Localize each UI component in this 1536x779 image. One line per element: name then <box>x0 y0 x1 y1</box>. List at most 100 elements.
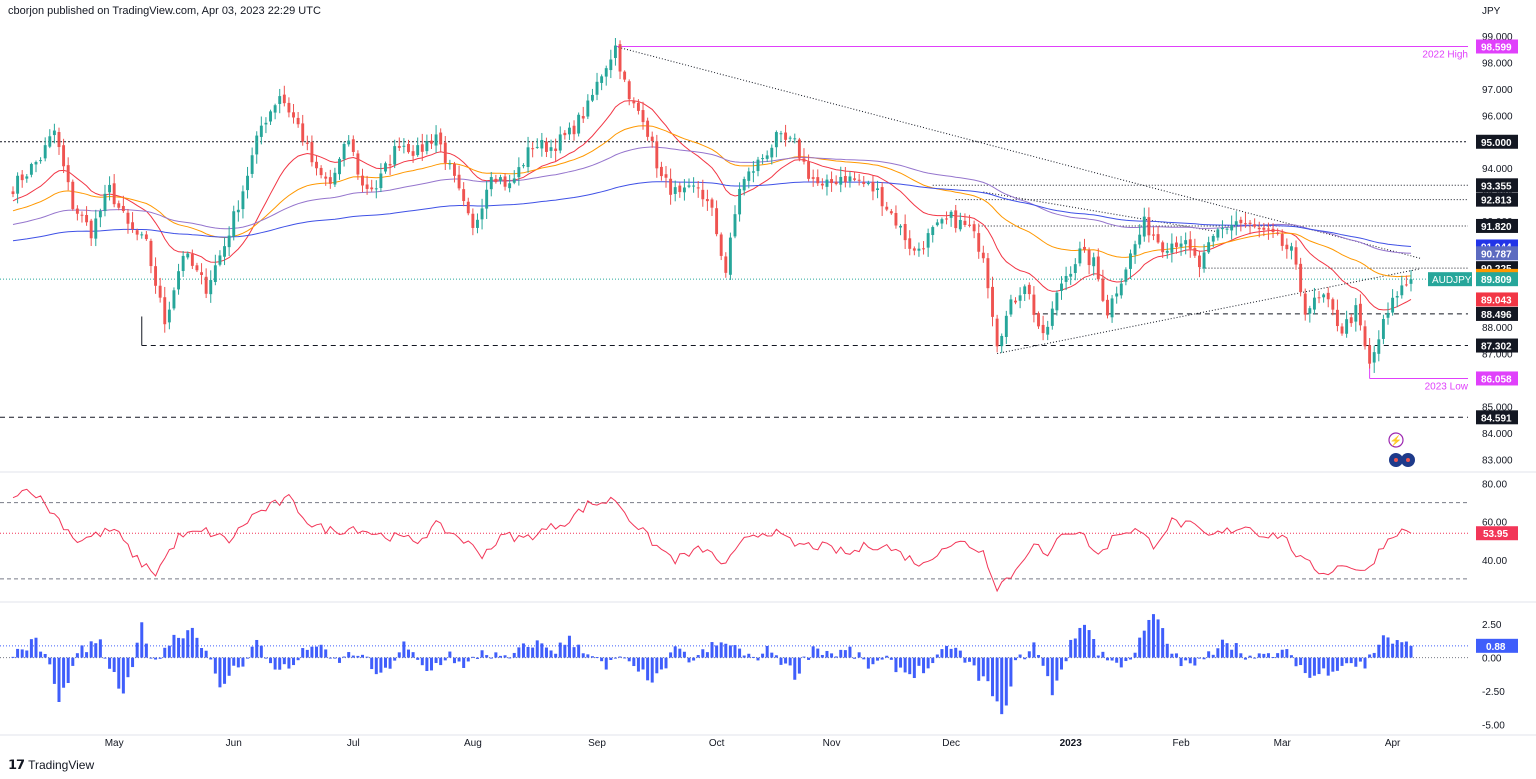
price-tick-label: 98.000 <box>1482 58 1513 69</box>
candle-body <box>646 120 650 137</box>
candle-body <box>940 219 944 224</box>
time-tick-label: Nov <box>823 738 841 749</box>
candle-body <box>558 134 562 151</box>
hist-bar <box>1133 652 1137 658</box>
hist-bar <box>848 646 852 658</box>
candle-body <box>1087 250 1091 266</box>
candle-body <box>1363 326 1367 347</box>
candle-body <box>609 59 613 71</box>
candle-body <box>1404 284 1408 286</box>
hist-bar <box>1220 639 1224 658</box>
hist-bar <box>39 651 43 658</box>
candle-body <box>1184 240 1188 245</box>
candle-body <box>1073 264 1077 273</box>
candle-body <box>554 148 558 151</box>
price-label-box <box>1476 178 1518 193</box>
hist-bar <box>1322 657 1326 669</box>
candle-body <box>1289 246 1293 251</box>
hist-bar <box>682 651 686 658</box>
candle-body <box>549 147 553 151</box>
hist-tick-label: -5.00 <box>1482 721 1505 732</box>
candle-body <box>172 290 176 309</box>
candle-body <box>1266 228 1270 230</box>
candle-body <box>1386 312 1390 318</box>
rsi-value-box <box>1476 526 1518 541</box>
hist-bar <box>34 637 38 658</box>
candle-body <box>659 166 663 177</box>
candle-body <box>1069 273 1073 277</box>
hist-bar <box>1257 653 1261 658</box>
downtrend-line <box>615 45 1421 259</box>
hist-bar <box>701 649 705 658</box>
hist-bar <box>135 642 139 658</box>
hist-bar <box>1014 657 1018 661</box>
hist-bar <box>1138 637 1142 658</box>
hist-bar <box>16 648 20 658</box>
price-label-89.809: 89.809 <box>1476 272 1518 287</box>
hist-bar <box>429 657 433 671</box>
candle-body <box>1152 234 1155 236</box>
hist-bar <box>301 648 305 658</box>
hist-bar <box>1073 638 1077 658</box>
candle-body <box>917 248 921 251</box>
candle-body <box>1064 275 1068 282</box>
candle-body <box>453 163 456 176</box>
hist-bar <box>807 657 811 660</box>
hist-bar <box>986 657 990 682</box>
hist-bar <box>954 647 958 658</box>
hist-bar <box>636 657 640 672</box>
candle-body <box>1262 227 1266 230</box>
hist-bar <box>287 657 291 669</box>
hist-bar <box>609 657 613 660</box>
candle-body <box>1083 246 1086 250</box>
candle-body <box>839 176 843 185</box>
candle-body <box>719 234 723 256</box>
hist-bar <box>1082 624 1086 658</box>
candle-body <box>407 143 410 153</box>
candle-body <box>1129 253 1132 269</box>
hist-bar <box>1184 657 1188 661</box>
price-tick-label: 85.000 <box>1482 402 1513 413</box>
candle-body <box>448 163 452 165</box>
price-label-text: 87.302 <box>1481 342 1512 353</box>
candle-body <box>926 233 930 248</box>
hist-bar <box>1211 654 1215 658</box>
candle-body <box>1138 234 1142 245</box>
hist-bar <box>310 646 314 658</box>
candle-body <box>1345 319 1349 334</box>
hist-bar <box>549 650 553 658</box>
hist-bar <box>94 643 98 658</box>
hist-bar <box>213 657 217 674</box>
hist-bar <box>255 639 259 658</box>
candle-body <box>397 145 401 148</box>
candle-body <box>310 142 314 163</box>
candle-body <box>434 134 438 146</box>
hist-bar <box>1253 657 1257 659</box>
price-label-box <box>1476 371 1518 386</box>
candle-body <box>512 178 516 183</box>
hist-bar <box>131 657 135 668</box>
candle-body <box>590 94 594 101</box>
hist-bar <box>977 657 981 681</box>
candle-body <box>177 271 181 290</box>
hist-bar <box>1069 639 1073 658</box>
histogram-pane: 2.50 0.00 -2.50 -5.00 0.88 <box>0 614 1518 732</box>
hist-bar <box>204 650 208 658</box>
price-label-box <box>1476 134 1518 149</box>
hist-bar <box>894 657 898 673</box>
candle-body <box>751 171 755 173</box>
axis-currency-label: JPY <box>1482 6 1501 17</box>
candle-body <box>1147 217 1151 236</box>
hist-bar <box>797 657 801 674</box>
candle-body <box>1303 293 1307 315</box>
candle-body <box>572 125 576 135</box>
candle-body <box>103 193 107 212</box>
hist-bar <box>535 640 539 658</box>
candle-body <box>131 222 135 230</box>
hist-bar <box>62 657 66 688</box>
candle-body <box>834 181 838 185</box>
candle-body <box>29 164 33 175</box>
hist-bar <box>1248 655 1252 658</box>
price-label-box <box>1476 292 1518 307</box>
